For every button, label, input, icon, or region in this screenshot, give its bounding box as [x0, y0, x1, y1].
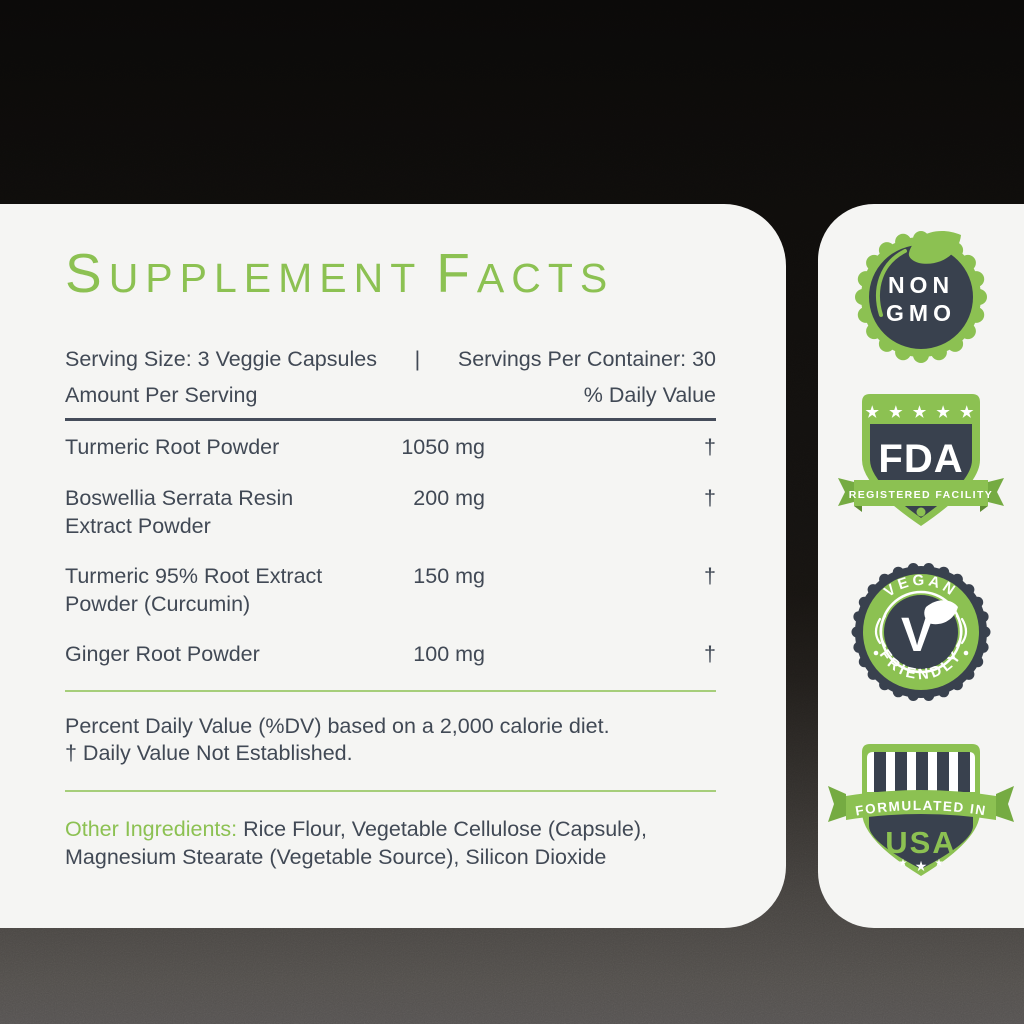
ingredient-dv: † [704, 486, 716, 510]
ingredient-name: Ginger Root Powder [65, 642, 260, 666]
ingredient-dv: † [704, 564, 716, 588]
title-text: UPPLEMENT [108, 255, 423, 301]
header-divider [65, 418, 716, 421]
other-ingredients-text: Rice Flour, Vegetable Cellulose (Capsule… [65, 817, 648, 869]
ingredient-name: Boswellia Serrata Resin Extract Powder [65, 486, 294, 538]
table-bottom-divider [65, 690, 716, 692]
supplement-facts-panel: SUPPLEMENT FACTS Serving Size: 3 Veggie C… [0, 204, 786, 928]
serving-size: Serving Size: 3 Veggie Capsules [65, 347, 377, 371]
leaf-icon [924, 600, 958, 625]
table-row: Ginger Root Powder 100 mg † [65, 641, 716, 669]
badges-panel: NON GMO ★ ★ ★ ★ ★ FDA REGISTERED FACILIT… [818, 204, 1024, 928]
star-icon: ★ [915, 858, 928, 874]
non-gmo-text: NON [888, 272, 954, 298]
daily-value-label: % Daily Value [583, 383, 716, 407]
usa-text: USA [885, 825, 956, 860]
leaf-icon [908, 231, 961, 264]
separator-bar: | [414, 347, 421, 371]
title-text: S [65, 242, 109, 304]
panel-title: SUPPLEMENT FACTS [65, 246, 614, 315]
non-gmo-text: GMO [886, 300, 956, 326]
star-icon: ★ [899, 858, 908, 869]
ingredient-dv: † [704, 642, 716, 666]
ingredient-name: Turmeric Root Powder [65, 435, 280, 459]
title-text: F [436, 242, 477, 304]
star-icon: ★ [935, 858, 944, 869]
footnote-dagger: † Daily Value Not Established. [65, 741, 353, 765]
fda-registered-badge-icon: ★ ★ ★ ★ ★ FDA REGISTERED FACILITY [838, 394, 1004, 526]
table-row: Turmeric Root Powder 1050 mg † [65, 434, 716, 462]
table-row: Turmeric 95% Root Extract Powder (Curcum… [65, 563, 716, 618]
non-gmo-badge-icon: NON GMO [855, 231, 987, 363]
footnote-divider [65, 790, 716, 792]
fda-stars: ★ ★ ★ ★ ★ [866, 404, 977, 421]
ingredient-name: Turmeric 95% Root Extract Powder (Curcum… [65, 564, 323, 616]
table-header-row: Amount Per Serving % Daily Value [65, 383, 716, 408]
title-text: ACTS [476, 255, 615, 301]
other-ingredients: Other Ingredients: Rice Flour, Vegetable… [65, 815, 705, 871]
usa-ribbon-text: FORMULATED IN [854, 798, 986, 819]
fda-acronym: FDA [878, 437, 963, 481]
table-row: Boswellia Serrata Resin Extract Powder 2… [65, 485, 716, 540]
svg-text:FORMULATED IN: FORMULATED IN [854, 798, 987, 819]
vegan-friendly-badge-icon: VEGAN FRIENDLY V [851, 563, 991, 701]
footnotes: Percent Daily Value (%DV) based on a 2,0… [65, 713, 716, 767]
footnote-dv: Percent Daily Value (%DV) based on a 2,0… [65, 714, 610, 738]
servings-per-container: Servings Per Container: 30 [457, 347, 716, 371]
other-ingredients-label: Other Ingredients: [65, 817, 238, 841]
formulated-in-usa-badge-icon: FORMULATED IN USA ★ ★ ★ [828, 744, 1014, 876]
ingredient-amount: 100 mg [413, 642, 485, 666]
ingredient-amount: 200 mg [413, 486, 485, 510]
fda-ribbon-text: REGISTERED FACILITY [849, 489, 993, 501]
ingredient-amount: 1050 mg [401, 435, 485, 459]
flag-stripes [867, 752, 975, 792]
ingredient-amount: 150 mg [413, 564, 485, 588]
amount-per-serving-label: Amount Per Serving [65, 383, 258, 407]
serving-info-row: Serving Size: 3 Veggie Capsules | Servin… [65, 347, 716, 372]
ingredient-dv: † [704, 435, 716, 459]
